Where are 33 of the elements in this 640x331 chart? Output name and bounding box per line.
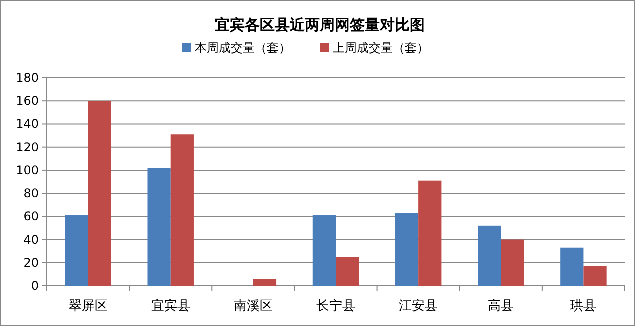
chart-title: 宜宾各区县近两周网签量对比图 [215, 16, 425, 34]
bar [478, 226, 502, 286]
x-tick-label: 南溪区 [234, 299, 273, 314]
x-tick-label: 高县 [488, 298, 514, 314]
bar [170, 134, 194, 286]
bar [560, 248, 584, 286]
bar [584, 266, 607, 286]
x-tick-label: 江安县 [399, 298, 438, 314]
y-tick-label: 100 [16, 163, 39, 178]
y-tick-label: 20 [24, 256, 39, 270]
bar [395, 213, 419, 286]
y-tick-label: 80 [24, 186, 39, 201]
x-tick-label: 宜宾县 [151, 298, 190, 314]
x-tick-label: 长宁县 [316, 298, 356, 314]
y-tick-label: 160 [16, 94, 39, 108]
bar [501, 240, 524, 286]
x-tick-label: 珙县 [570, 299, 597, 314]
y-tick-label: 120 [16, 140, 39, 154]
y-tick-label: 140 [16, 117, 39, 132]
bar [253, 279, 277, 286]
bar [148, 168, 171, 286]
legend-label: 上周成交量（套） [333, 41, 429, 55]
bar [418, 180, 442, 286]
y-tick-label: 40 [24, 232, 39, 247]
y-tick-label: 0 [31, 279, 39, 293]
legend-label: 本周成交量（套） [195, 41, 291, 55]
y-tick-label: 180 [16, 71, 39, 85]
x-tick-label: 翠屏区 [68, 299, 108, 314]
bar [65, 216, 88, 286]
bar [336, 257, 360, 286]
bar [88, 101, 112, 286]
bar [312, 216, 336, 286]
y-tick-label: 60 [24, 210, 39, 224]
